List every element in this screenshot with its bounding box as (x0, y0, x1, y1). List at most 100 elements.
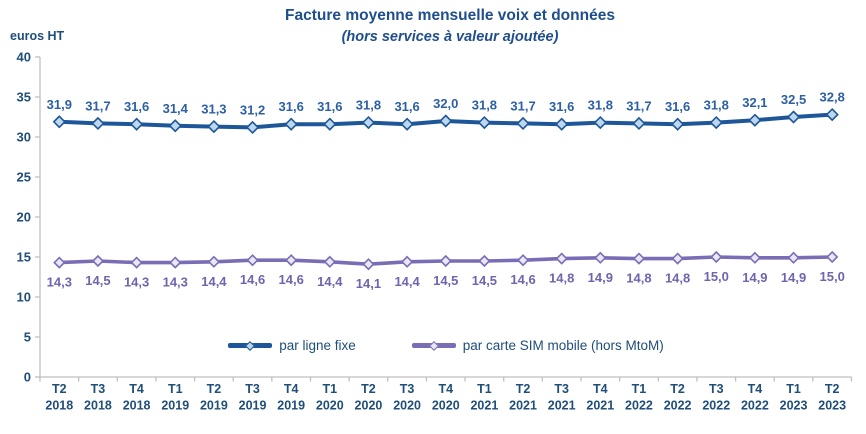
data-point-marker (786, 110, 801, 124)
x-tick-label-quarter: T3 (400, 382, 415, 396)
data-point-marker (439, 254, 452, 268)
x-tick-label-quarter: T4 (129, 382, 144, 396)
y-tick-label: 0 (24, 370, 31, 385)
data-label: 32,8 (820, 90, 845, 105)
x-tick-label-quarter: T4 (593, 382, 608, 396)
x-tick-label-quarter: T1 (168, 382, 183, 396)
data-point-marker (477, 115, 492, 130)
data-label: 14,1 (356, 276, 381, 291)
chart-title: Facture moyenne mensuelle voix et donnée… (285, 7, 615, 24)
x-tick-label-year: 2020 (316, 399, 344, 413)
x-tick-label-year: 2018 (84, 399, 112, 413)
x-tick-label-quarter: T2 (52, 382, 67, 396)
data-point-marker (555, 252, 568, 265)
data-label: 31,8 (472, 98, 497, 113)
data-point-marker (52, 115, 66, 129)
data-point-marker (362, 258, 375, 271)
y-tick-label: 10 (17, 290, 31, 305)
data-label: 14,6 (240, 272, 265, 287)
y-axis-unit-label: euros HT (10, 29, 65, 43)
data-point-marker (709, 115, 723, 130)
x-tick-label-quarter: T3 (245, 382, 260, 396)
x-tick-label-quarter: T4 (284, 382, 299, 396)
data-label: 31,8 (588, 98, 613, 113)
y-tick-label: 20 (17, 210, 31, 225)
data-label: 14,5 (85, 273, 110, 288)
legend-label-ligne-fixe: par ligne fixe (279, 338, 356, 353)
x-tick-label-year: 2019 (277, 399, 305, 413)
legend-item-ligne-fixe: par ligne fixe (228, 338, 356, 353)
x-tick-label-year: 2018 (123, 399, 151, 413)
data-label: 31,7 (85, 98, 110, 113)
data-label: 14,4 (201, 274, 227, 289)
data-label: 31,6 (124, 99, 149, 114)
y-tick-label: 25 (17, 170, 31, 185)
data-point-marker (826, 250, 839, 264)
data-label: 31,9 (47, 97, 72, 112)
data-label: 15,0 (704, 269, 729, 284)
data-label: 31,6 (317, 99, 342, 114)
diamond-marker-icon (428, 340, 439, 351)
data-label: 31,2 (240, 102, 265, 117)
legend-label-sim-mobile: par carte SIM mobile (hors MtoM) (462, 338, 664, 353)
data-point-marker (361, 115, 376, 130)
x-tick-label-year: 2021 (509, 399, 537, 413)
x-tick-label-year: 2019 (239, 399, 267, 413)
data-point-marker (670, 117, 685, 131)
data-label: 14,3 (163, 275, 188, 290)
data-point-marker (555, 117, 569, 131)
data-point-marker (439, 114, 453, 128)
y-tick-label: 5 (24, 330, 31, 345)
data-label: 14,6 (279, 272, 304, 287)
data-label: 14,6 (510, 272, 535, 287)
y-axis: 0 5 10 15 20 25 30 35 40 (17, 50, 41, 385)
chart-subtitle: (hors services à valeur ajoutée) (341, 29, 559, 45)
x-tick-label-year: 2020 (393, 399, 421, 413)
x-tick-label-quarter: T1 (323, 382, 338, 396)
x-tick-label-quarter: T1 (477, 382, 492, 396)
data-point-marker (671, 252, 684, 265)
data-point-marker (710, 250, 723, 264)
x-tick-label-quarter: T2 (670, 382, 685, 396)
data-label: 31,4 (163, 101, 189, 116)
x-tick-label-year: 2021 (586, 399, 614, 413)
data-label: 14,8 (665, 271, 690, 286)
data-point-marker (400, 255, 414, 268)
x-tick-label-year: 2022 (741, 399, 769, 413)
data-label: 31,7 (626, 98, 651, 113)
legend-item-sim-mobile: par carte SIM mobile (hors MtoM) (411, 338, 664, 353)
data-point-marker (400, 117, 414, 131)
data-point-marker (825, 107, 839, 122)
data-point-marker (516, 116, 530, 131)
data-label: 14,5 (433, 273, 458, 288)
x-tick-label-year: 2022 (625, 399, 653, 413)
data-label: 14,9 (588, 270, 613, 285)
data-point-marker (53, 256, 66, 269)
series-par-ligne-fixe: 31,9 31,7 31,6 31,4 31,3 31,2 31,6 31,6 31,8 31,6… (47, 90, 845, 135)
x-tick-label-quarter: T1 (786, 382, 801, 396)
data-label: 14,9 (742, 270, 767, 285)
data-point-marker (91, 254, 105, 268)
x-tick-label-year: 2020 (355, 399, 383, 413)
x-tick-label-year: 2019 (161, 399, 189, 413)
data-label: 32,1 (742, 95, 767, 110)
y-tick-label: 35 (17, 90, 31, 105)
x-tick-label-quarter: T2 (207, 382, 222, 396)
data-point-marker (246, 254, 259, 267)
x-tick-label-quarter: T2 (361, 382, 376, 396)
data-label: 31,8 (704, 98, 729, 113)
data-label: 31,7 (510, 98, 535, 113)
x-tick-label-quarter: T1 (632, 382, 647, 396)
y-tick-label: 15 (17, 250, 31, 265)
data-label: 14,4 (317, 274, 343, 289)
x-tick-label-year: 2023 (818, 399, 846, 413)
x-tick-label-quarter: T2 (825, 382, 840, 396)
data-label: 31,6 (394, 99, 419, 114)
sim-mobile-line-marker-icon (411, 340, 456, 351)
x-tick-label-quarter: T2 (516, 382, 531, 396)
data-point-marker (168, 119, 182, 133)
data-point-marker (169, 256, 182, 269)
x-tick-label-year: 2020 (432, 399, 460, 413)
data-point-marker (207, 255, 221, 268)
